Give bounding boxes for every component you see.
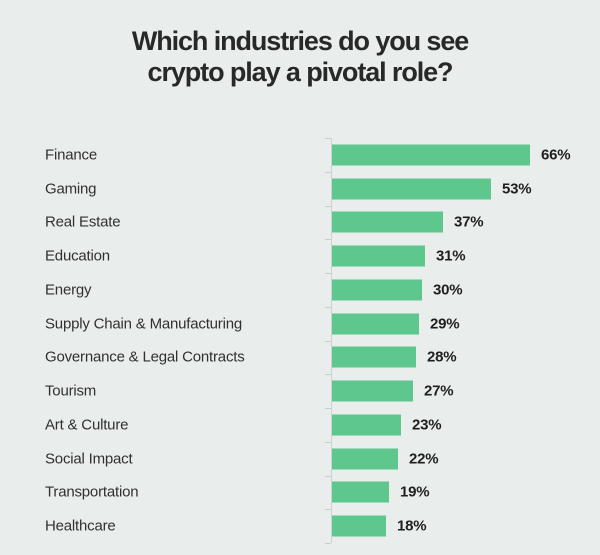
bar bbox=[332, 346, 416, 368]
chart-row: Social Impact 22% bbox=[0, 442, 600, 476]
chart-title: Which industries do you see crypto play a… bbox=[0, 26, 600, 88]
category-label: Gaming bbox=[45, 180, 97, 198]
value-label: 22% bbox=[409, 450, 439, 468]
bar-track: 19% bbox=[332, 481, 430, 503]
category-label: Real Estate bbox=[45, 213, 121, 231]
bar-chart: Finance 66% Gaming 53% Real Estate 37% E… bbox=[0, 138, 600, 544]
chart-row: Finance 66% bbox=[0, 138, 600, 172]
category-label: Social Impact bbox=[45, 450, 133, 468]
bar-track: 29% bbox=[332, 313, 460, 335]
chart-row: Transportation 19% bbox=[0, 476, 600, 510]
bar-track: 66% bbox=[332, 144, 571, 166]
category-label: Art & Culture bbox=[45, 416, 129, 434]
chart-row: Art & Culture 23% bbox=[0, 408, 600, 442]
category-label: Governance & Legal Contracts bbox=[45, 348, 245, 366]
value-label: 53% bbox=[502, 180, 532, 198]
bar-track: 37% bbox=[332, 211, 484, 233]
value-label: 66% bbox=[541, 146, 571, 164]
value-label: 30% bbox=[433, 281, 463, 299]
bar bbox=[332, 414, 401, 436]
chart-row: Education 31% bbox=[0, 239, 600, 273]
category-label: Tourism bbox=[45, 382, 97, 400]
value-label: 19% bbox=[400, 483, 430, 501]
value-label: 27% bbox=[424, 382, 454, 400]
chart-row: Real Estate 37% bbox=[0, 206, 600, 240]
bar bbox=[332, 178, 491, 200]
bar-track: 30% bbox=[332, 279, 463, 301]
value-label: 23% bbox=[412, 416, 442, 434]
bar-track: 31% bbox=[332, 245, 466, 267]
value-label: 29% bbox=[430, 315, 460, 333]
bar bbox=[332, 211, 443, 233]
chart-row: Energy 30% bbox=[0, 273, 600, 307]
bar bbox=[332, 380, 413, 402]
category-label: Supply Chain & Manufacturing bbox=[45, 315, 243, 333]
chart-row: Tourism 27% bbox=[0, 374, 600, 408]
bar bbox=[332, 144, 530, 166]
bar bbox=[332, 481, 389, 503]
bar-track: 18% bbox=[332, 515, 427, 537]
axis-tick bbox=[325, 408, 331, 409]
axis-tick bbox=[325, 273, 331, 274]
value-label: 28% bbox=[427, 348, 457, 366]
bar bbox=[332, 448, 398, 470]
axis-tick bbox=[325, 543, 331, 544]
category-label: Finance bbox=[45, 146, 97, 164]
bar-track: 22% bbox=[332, 448, 439, 470]
axis-tick bbox=[325, 340, 331, 342]
chart-row: Governance & Legal Contracts 28% bbox=[0, 341, 600, 375]
axis-tick bbox=[325, 441, 331, 443]
value-label: 37% bbox=[454, 213, 484, 231]
category-label: Energy bbox=[45, 281, 92, 299]
chart-title-line1: Which industries do you see bbox=[131, 26, 469, 56]
bar-track: 53% bbox=[332, 178, 532, 200]
value-label: 31% bbox=[436, 247, 466, 265]
bar bbox=[332, 515, 386, 537]
axis-tick bbox=[325, 239, 331, 241]
axis-tick bbox=[325, 171, 331, 173]
chart-row: Healthcare 18% bbox=[0, 509, 600, 543]
bar bbox=[332, 279, 422, 301]
bar bbox=[332, 245, 425, 267]
bar-track: 23% bbox=[332, 414, 442, 436]
chart-row: Gaming 53% bbox=[0, 172, 600, 206]
chart-row: Supply Chain & Manufacturing 29% bbox=[0, 307, 600, 341]
axis-tick bbox=[325, 509, 331, 511]
category-label: Transportation bbox=[45, 483, 139, 501]
category-label: Education bbox=[45, 247, 110, 265]
axis-tick bbox=[325, 138, 331, 139]
bar-track: 27% bbox=[332, 380, 454, 402]
axis-tick bbox=[325, 475, 331, 477]
bar-track: 28% bbox=[332, 346, 457, 368]
chart-title-line2: crypto play a pivotal role? bbox=[147, 57, 454, 87]
value-label: 18% bbox=[397, 517, 427, 535]
bar bbox=[332, 313, 419, 335]
chart-rows: Finance 66% Gaming 53% Real Estate 37% E… bbox=[0, 138, 600, 543]
axis-tick bbox=[325, 306, 331, 308]
axis-tick bbox=[325, 374, 331, 376]
axis-tick bbox=[325, 205, 331, 207]
category-label: Healthcare bbox=[45, 517, 116, 535]
y-axis-line bbox=[331, 138, 332, 543]
